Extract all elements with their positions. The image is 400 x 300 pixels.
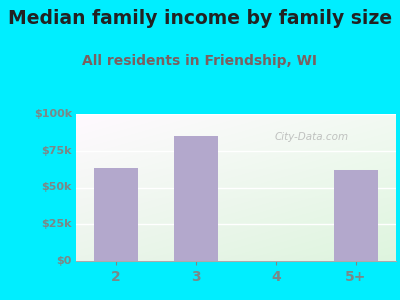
Text: City-Data.com: City-Data.com (274, 132, 348, 142)
Text: $25k: $25k (42, 219, 72, 229)
Text: $50k: $50k (42, 182, 72, 193)
Text: Median family income by family size: Median family income by family size (8, 9, 392, 28)
Text: $0: $0 (57, 256, 72, 266)
Bar (174, 136, 218, 261)
Text: $100k: $100k (34, 109, 72, 119)
Text: $75k: $75k (42, 146, 72, 156)
Bar (94, 168, 138, 261)
Text: All residents in Friendship, WI: All residents in Friendship, WI (82, 54, 318, 68)
Bar (334, 170, 378, 261)
